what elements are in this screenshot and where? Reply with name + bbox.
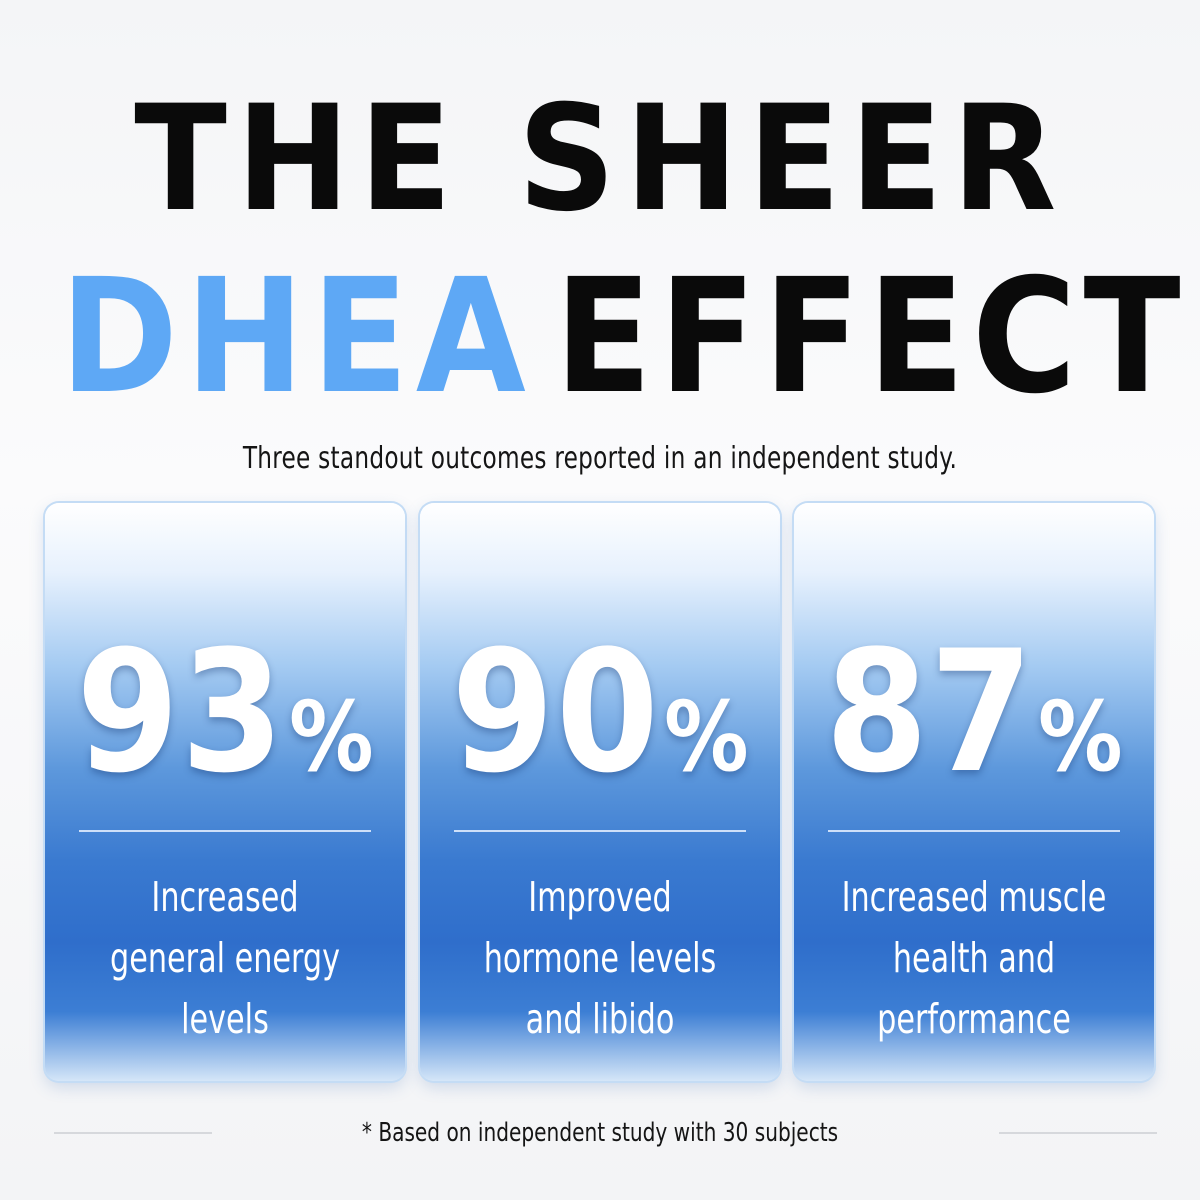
stat-number: 90 <box>451 614 661 810</box>
stat-card-energy: 93% Increased general energy levels <box>45 503 405 1081</box>
description-line: hormone levels <box>483 934 717 982</box>
stat-card-muscle: 87% Increased muscle health and performa… <box>794 503 1154 1081</box>
description-line: performance <box>877 995 1071 1043</box>
percent-sign: % <box>664 681 749 793</box>
stat-description: Increased muscle health and performance <box>826 867 1121 1050</box>
stat-value: 90% <box>442 628 759 796</box>
description-line: Improved <box>528 873 672 921</box>
stat-value: 93% <box>67 628 384 796</box>
footnote: * Based on independent study with 30 sub… <box>361 1118 839 1148</box>
description-line: health and <box>892 934 1056 982</box>
card-divider <box>79 830 371 832</box>
footnote-rule-right <box>999 1132 1157 1134</box>
stat-number: 87 <box>825 614 1035 810</box>
stat-description: Increased general energy levels <box>77 867 372 1050</box>
description-line: Increased muscle <box>841 873 1107 921</box>
stat-number: 93 <box>76 614 286 810</box>
description-line: and libido <box>525 995 675 1043</box>
stat-card-hormone: 90% Improved hormone levels and libido <box>420 503 780 1081</box>
footnote-rule-left <box>54 1132 212 1134</box>
percent-sign: % <box>289 681 374 793</box>
headline-line-1: THE SHEER <box>134 74 1066 244</box>
percent-sign: % <box>1038 681 1123 793</box>
subtitle: Three standout outcomes reported in an i… <box>242 441 958 476</box>
headline-rest: EFFECT <box>554 245 1188 429</box>
stat-description: Improved hormone levels and libido <box>452 867 747 1050</box>
headline-accent-word: DHEA <box>60 245 534 429</box>
stat-cards: 93% Increased general energy levels 90% … <box>45 503 1155 1081</box>
card-divider <box>828 830 1120 832</box>
description-line: general energy <box>110 934 340 982</box>
description-line: levels <box>181 995 269 1043</box>
headline-line-2: DHEA EFFECT <box>60 258 1181 416</box>
description-line: Increased <box>151 873 299 921</box>
card-divider <box>454 830 746 832</box>
stat-value: 87% <box>816 628 1133 796</box>
